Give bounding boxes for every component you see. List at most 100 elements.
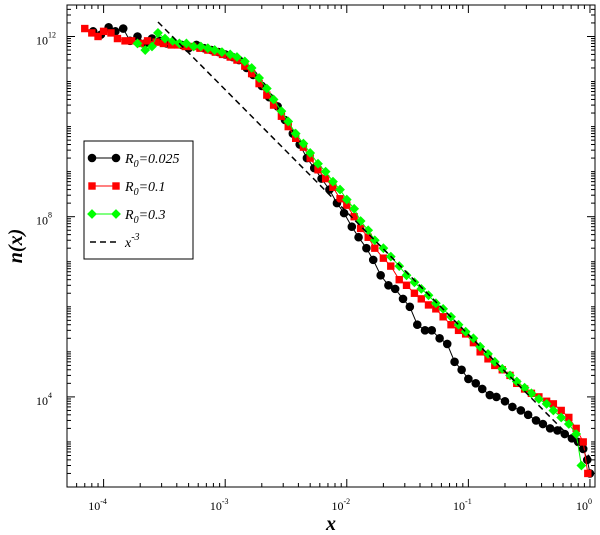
data-point <box>579 438 587 446</box>
data-point <box>268 94 279 105</box>
data-point <box>533 394 544 404</box>
data-point <box>416 283 427 294</box>
data-point <box>553 426 562 435</box>
data-point <box>94 32 102 41</box>
data-point <box>305 148 316 158</box>
x-tick-label: 10-4 <box>88 497 107 513</box>
data-point <box>563 419 574 429</box>
data-point <box>378 243 389 254</box>
data-point <box>538 419 548 429</box>
data-point <box>376 271 385 280</box>
legend-marker <box>111 153 121 163</box>
data-point <box>354 232 363 242</box>
plot-frame <box>66 4 596 488</box>
data-point <box>99 27 108 36</box>
series-line <box>137 32 582 466</box>
data-point <box>153 28 163 38</box>
data-point <box>254 73 264 83</box>
data-point <box>113 34 122 43</box>
data-point <box>390 284 400 294</box>
data-point <box>298 138 309 149</box>
data-point <box>447 321 455 329</box>
data-point <box>430 298 441 309</box>
y-tick-label: 108 <box>36 211 52 228</box>
data-point <box>225 49 236 60</box>
data-point <box>347 222 357 231</box>
data-point <box>401 270 412 281</box>
y-tick-label: 1012 <box>36 30 56 47</box>
legend-marker <box>111 209 121 219</box>
axis-ticks: 10-4 10-3 10-2 10-1 100 104 108 1012 <box>36 4 595 513</box>
data-point <box>246 63 257 73</box>
data-point <box>88 29 96 37</box>
legend-label: R0=0.1 <box>124 180 166 198</box>
data-point <box>290 128 301 139</box>
data-point <box>143 37 152 45</box>
x-tick-label: 10-2 <box>331 497 350 513</box>
data-point <box>471 379 481 388</box>
data-point <box>582 455 592 465</box>
data-point <box>147 41 157 52</box>
data-point <box>276 106 287 117</box>
data-point <box>508 402 517 412</box>
x-tick-label: 10-1 <box>453 497 472 513</box>
data-point <box>217 47 227 58</box>
legend-item-3: x-3 <box>90 232 140 251</box>
data-point <box>439 313 447 321</box>
reference-line <box>157 21 591 458</box>
data-point <box>526 388 537 399</box>
data-point <box>409 277 420 288</box>
data-point <box>132 38 143 49</box>
data-point <box>188 41 199 52</box>
data-point <box>328 176 338 187</box>
data-point <box>81 24 89 33</box>
data-point <box>398 294 408 304</box>
data-point <box>477 384 487 394</box>
series-3 <box>157 21 591 458</box>
data-point <box>417 295 425 303</box>
data-point <box>362 243 371 253</box>
data-point <box>127 37 136 45</box>
data-point <box>560 429 570 439</box>
data-point <box>335 184 345 195</box>
legend-item-2: R0=0.3 <box>87 208 166 226</box>
data-point <box>492 392 501 402</box>
legend-marker <box>87 209 97 219</box>
x-tick-label: 10-3 <box>210 497 229 513</box>
legend-marker <box>112 182 120 190</box>
data-point <box>435 333 444 343</box>
data-point <box>121 37 129 45</box>
data-point <box>140 45 151 55</box>
data-point <box>442 339 452 349</box>
data-point <box>541 398 552 409</box>
data-point <box>341 194 352 205</box>
x-axis-label: x <box>325 513 336 535</box>
data-point <box>152 38 160 46</box>
x-tick-label: 100 <box>576 497 592 513</box>
data-point <box>548 405 559 416</box>
legend-item-0: R0=0.025 <box>87 152 180 170</box>
data-point <box>379 254 388 262</box>
data-point <box>578 444 588 454</box>
data-point <box>349 203 360 214</box>
data-point <box>232 52 242 62</box>
legend-marker <box>87 153 97 163</box>
data-point <box>107 29 115 37</box>
data-point <box>500 396 510 406</box>
y-axis-label: n(x) <box>5 229 27 263</box>
data-point <box>118 24 128 33</box>
data-point <box>313 158 323 169</box>
data-point <box>387 262 395 270</box>
data-point <box>371 244 379 252</box>
series-2 <box>132 28 587 471</box>
legend-marker <box>88 182 96 190</box>
data-point <box>405 302 415 312</box>
data-point <box>424 301 433 309</box>
data-point <box>261 83 272 94</box>
data-point <box>457 365 466 375</box>
legend-label: R0=0.025 <box>124 152 180 170</box>
data-point <box>209 45 220 55</box>
data-point <box>531 416 541 425</box>
data-point <box>395 275 403 284</box>
